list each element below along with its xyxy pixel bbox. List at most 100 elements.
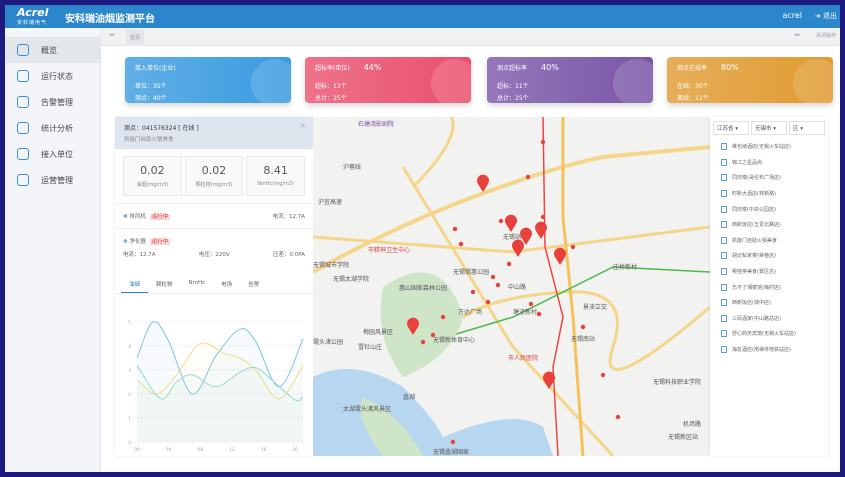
- list-item[interactable]: 海友酒店(南禅寺地铁站店): [710, 342, 828, 358]
- map-pin-marker[interactable]: [505, 214, 517, 232]
- map[interactable]: 石塘湾影剧院 沪蓉线 沪宜高速 市精神卫生中心 无锡城市学院 无锡太湖学院 惠山国家森林公园…: [313, 117, 710, 456]
- card-percent: 40%: [541, 63, 559, 72]
- sidebar-item-0[interactable]: 概览: [5, 37, 100, 63]
- series-area-0: [137, 321, 303, 442]
- list-item-label: 维也纳酒店(无锡火车站店): [732, 144, 791, 151]
- list-item[interactable]: 三凤酒家(中山路总店): [710, 311, 828, 327]
- map-point-marker[interactable]: [440, 314, 446, 320]
- map-point-marker[interactable]: [540, 139, 546, 145]
- purifier-current: 电流：12.7A: [123, 252, 156, 258]
- list-item[interactable]: 维也纳酒店(无锡火车站店): [710, 139, 828, 155]
- sidebar-item-4[interactable]: 接入单位: [5, 141, 100, 167]
- purifier-pressure: 压差：0.0PA: [273, 252, 305, 258]
- map-point-marker[interactable]: [498, 218, 504, 224]
- map-point-marker[interactable]: [506, 261, 512, 267]
- map-point-marker[interactable]: [420, 339, 426, 345]
- map-point-marker[interactable]: [540, 214, 546, 220]
- y-tick-label: 4: [128, 344, 131, 350]
- list-item[interactable]: 锦江之星品尚: [710, 155, 828, 171]
- map-point-marker[interactable]: [490, 274, 496, 280]
- list-item[interactable]: 凯旋门自助火锅美食: [710, 233, 828, 249]
- map-label: 太湖鼋头渚风景区: [343, 406, 392, 413]
- purifier-row: ✻ 净化器 运行中 电流：12.7A 电压：220V 压差：0.0PA: [115, 228, 313, 266]
- stat-card[interactable]: 测点超标率 40% 超标：11个 总计：25个: [487, 57, 653, 103]
- map-pin-marker[interactable]: [543, 371, 555, 389]
- stat-card[interactable]: 超标率(单位) 44% 超标：13个 总计：25个: [305, 57, 471, 103]
- building-icon: [721, 283, 727, 291]
- city-select[interactable]: 无锡市 ▾: [751, 121, 787, 135]
- map-pin-marker[interactable]: [535, 221, 547, 239]
- close-icon[interactable]: ×: [299, 121, 306, 130]
- list-item[interactable]: 时新大酒店(林新路): [710, 186, 828, 202]
- stat-card[interactable]: 测点在线率 80% 在线：30个 离线：11个: [667, 57, 833, 103]
- sidebar-item-1[interactable]: 运行状态: [5, 63, 100, 89]
- map-pin-marker[interactable]: [407, 317, 419, 335]
- metric-unit: 油烟(mg/m3): [136, 182, 169, 188]
- map-point-marker[interactable]: [495, 282, 501, 288]
- metric-box: 8.41 NmHc(mg/m3): [246, 156, 306, 196]
- tab-home[interactable]: 首页: [126, 30, 145, 44]
- stat-card[interactable]: 接入单位(企业) 单位：35个 测点：40个: [125, 57, 291, 103]
- list-item[interactable]: 忘不了湘菜馆(梅村店): [710, 279, 828, 295]
- point-subtitle: 凯旋门自助火锅美食: [124, 137, 174, 143]
- scroll-right-icon[interactable]: ▸▸: [794, 32, 800, 38]
- map-point-marker[interactable]: [600, 372, 606, 378]
- chart-tab[interactable]: 油烟: [121, 276, 149, 293]
- scroll-left-icon[interactable]: ◂◂: [109, 32, 115, 38]
- sidebar-item-label: 接入单位: [41, 149, 73, 159]
- series-line-2: [136, 364, 304, 402]
- list-item-label: 三凤酒家(中山路总店): [732, 315, 781, 322]
- chart-tab[interactable]: 告警: [248, 282, 260, 288]
- logout-button[interactable]: ➜ 退出: [814, 12, 837, 20]
- sidebar-item-5[interactable]: 运营管理: [5, 167, 100, 193]
- map-point-marker[interactable]: [452, 226, 458, 232]
- map-canvas[interactable]: [313, 117, 710, 456]
- x-tick-label: 08: [197, 447, 203, 453]
- point-title: 测点：041576324 [ 在线 ]: [124, 125, 199, 132]
- list-item-label: 海友酒店(南禅寺地铁站店): [732, 347, 791, 354]
- map-point-marker[interactable]: [485, 299, 491, 305]
- map-point-marker[interactable]: [525, 174, 531, 180]
- list-item[interactable]: 同庆楼(中央公园店): [710, 201, 828, 217]
- metric-value: 0.02: [140, 164, 165, 177]
- user-name[interactable]: acrel: [782, 11, 802, 20]
- chart-tab[interactable]: NmHc: [188, 280, 206, 286]
- map-pin-marker[interactable]: [512, 239, 524, 257]
- map-point-marker[interactable]: [528, 301, 534, 307]
- map-point-marker[interactable]: [430, 332, 436, 338]
- list-item[interactable]: 同庆楼(哥伦布广场店): [710, 170, 828, 186]
- unit-list-panel: 江苏省 ▾ 无锡市 ▾ 区 ▾ 维也纳酒店(无锡火车站店) 锦江之星品尚 同庆楼(哥…: [710, 117, 828, 456]
- map-pin-marker[interactable]: [554, 247, 566, 265]
- map-label: 沪宜高速: [318, 199, 343, 206]
- list-item[interactable]: 胡记私家菜(荣巷店): [710, 248, 828, 264]
- map-point-marker[interactable]: [458, 241, 464, 247]
- card-line-2: 总计：25个: [497, 95, 529, 102]
- map-point-marker[interactable]: [615, 414, 621, 420]
- list-item[interactable]: 西新饭店(城中店): [710, 295, 828, 311]
- district-select[interactable]: 区 ▾: [789, 121, 825, 135]
- building-icon: [721, 314, 727, 322]
- map-pin-marker[interactable]: [520, 227, 532, 245]
- chart-tab[interactable]: 电场: [221, 282, 233, 288]
- province-select[interactable]: 江苏省 ▾: [713, 121, 749, 135]
- close-ops-dropdown[interactable]: 关闭操作: [815, 33, 836, 39]
- map-point-marker[interactable]: [580, 324, 586, 330]
- list-item[interactable]: 舒心商务宾馆(无锡火车站店): [710, 326, 828, 342]
- map-point-marker[interactable]: [470, 289, 476, 295]
- map-pin-marker[interactable]: [477, 174, 489, 192]
- list-item[interactable]: 穆桂英美食(景区店): [710, 264, 828, 280]
- sidebar-item-3[interactable]: 统计分析: [5, 115, 100, 141]
- map-point-marker[interactable]: [570, 244, 576, 250]
- list-item[interactable]: 西新饭店(五爱北路店): [710, 217, 828, 233]
- map-point-marker[interactable]: [450, 439, 456, 445]
- chart-tab[interactable]: 颗粒物: [156, 282, 173, 288]
- building-icon: [721, 143, 727, 151]
- list-item-label: 忘不了湘菜馆(梅村店): [732, 284, 781, 291]
- card-line-1: 单位：35个: [135, 83, 167, 90]
- map-label: 石塘湾影剧院: [358, 121, 395, 128]
- card-title: 接入单位(企业): [135, 65, 176, 72]
- map-label: 无锡新区站: [668, 434, 699, 441]
- map-point-marker[interactable]: [536, 311, 542, 317]
- sidebar-item-2[interactable]: 告警管理: [5, 89, 100, 115]
- y-tick-label: 3: [128, 368, 131, 374]
